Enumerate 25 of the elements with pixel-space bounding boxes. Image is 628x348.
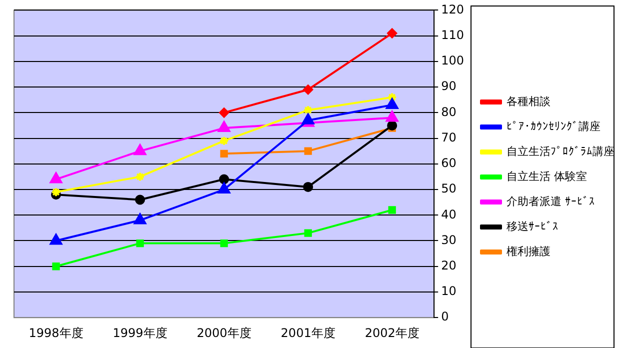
x-tick-label: 1999年度 (112, 326, 168, 340)
legend-label: 介助者派遣 ｻｰﾋﾞｽ (506, 194, 595, 208)
y-tick-label: 30 (441, 232, 456, 247)
legend-label: 各種相談 (506, 94, 550, 108)
y-tick-label: 60 (441, 156, 456, 170)
x-tick-label: 2002年度 (364, 326, 420, 340)
y-tick-label: 0 (441, 310, 449, 324)
y-tick-label: 80 (441, 104, 456, 119)
x-tick-label: 2000年度 (196, 326, 252, 340)
y-tick-label: 20 (441, 258, 456, 272)
legend-label: 権利擁護 (506, 244, 550, 258)
y-tick-label: 90 (441, 79, 456, 94)
y-tick-label: 50 (441, 182, 456, 196)
y-tick-label: 110 (441, 28, 464, 42)
legend-label: 自立生活 体験室 (506, 170, 587, 183)
y-tick-label: 70 (441, 130, 456, 144)
legend-label: 移送ｻｰﾋﾞｽ (506, 220, 558, 233)
y-tick-label: 10 (441, 284, 456, 298)
x-tick-label: 2001年度 (280, 326, 336, 340)
legend-label: ﾋﾟｱ･ｶｳﾝｾﾘﾝｸﾞ講座 (506, 120, 600, 133)
y-tick-label: 120 (441, 2, 464, 16)
x-tick-label: 1998年度 (28, 326, 84, 340)
legend-label: 自立生活ﾌﾟﾛｸﾞﾗﾑ講座 (506, 144, 614, 158)
y-tick-label: 40 (441, 207, 456, 222)
y-tick-label: 100 (441, 54, 464, 68)
